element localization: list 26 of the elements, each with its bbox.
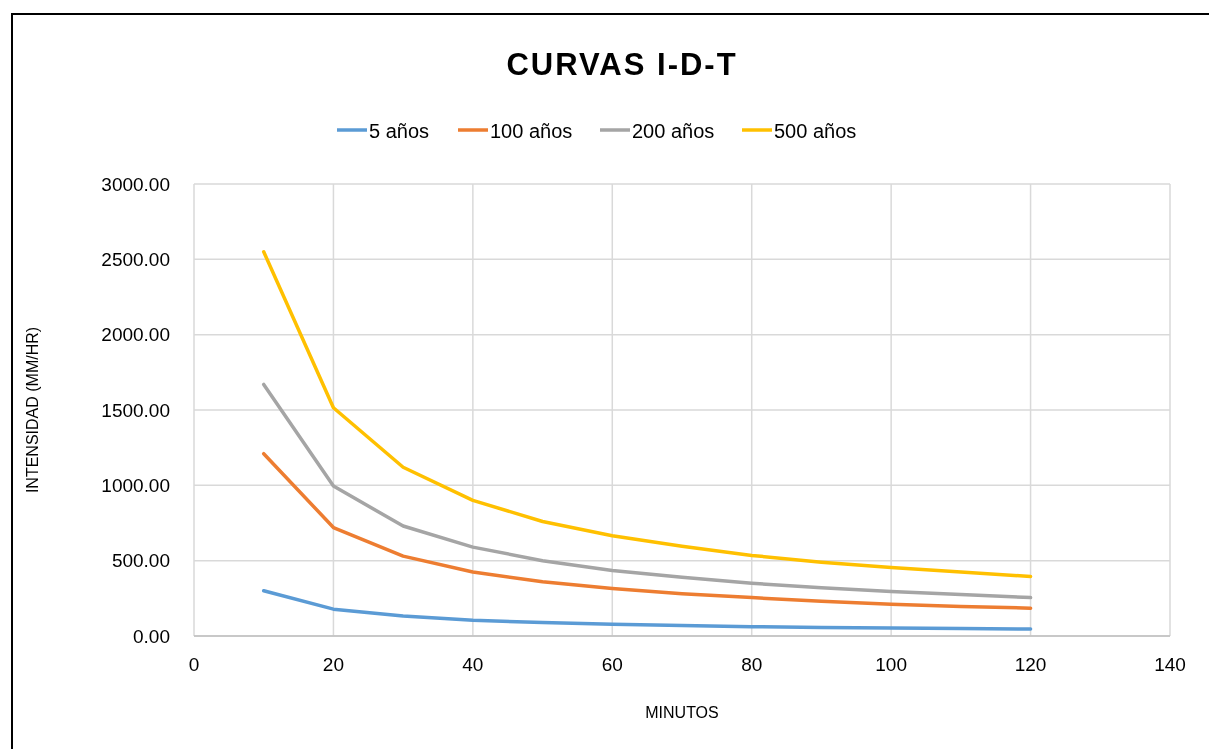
line-series — [261, 382, 1033, 600]
x-axis-title: MINUTOS — [645, 704, 719, 721]
y-tick-label: 2500.00 — [101, 248, 170, 270]
x-tick-label: 100 — [875, 654, 907, 675]
y-tick-label: 0.00 — [133, 625, 170, 647]
y-tick-label: 2000.00 — [101, 324, 170, 346]
x-tick-label: 20 — [322, 654, 344, 675]
line-series — [261, 589, 1033, 631]
y-tick-label: 3000.00 — [101, 173, 170, 195]
x-tick-label: 60 — [601, 654, 623, 675]
y-axis-title: INTENSIDAD (MM/HR) — [24, 326, 41, 494]
line-series — [261, 250, 1033, 579]
x-tick-label: 40 — [462, 654, 484, 675]
x-tick-label: 120 — [1014, 654, 1047, 675]
line-series — [261, 451, 1033, 610]
legend-label: 200 años — [632, 120, 715, 142]
x-tick-label: 0 — [188, 654, 200, 675]
legend-label: 5 años — [369, 120, 430, 142]
legend-label: 500 años — [774, 120, 857, 142]
y-tick-label: 1500.00 — [101, 399, 170, 421]
x-tick-label: 140 — [1154, 654, 1186, 675]
y-tick-label: 500.00 — [111, 550, 170, 572]
legend-label: 100 años — [490, 120, 573, 142]
x-tick-label: 80 — [741, 654, 763, 675]
chart-title: CURVAS I-D-T — [506, 47, 738, 82]
y-tick-label: 1000.00 — [101, 474, 170, 496]
